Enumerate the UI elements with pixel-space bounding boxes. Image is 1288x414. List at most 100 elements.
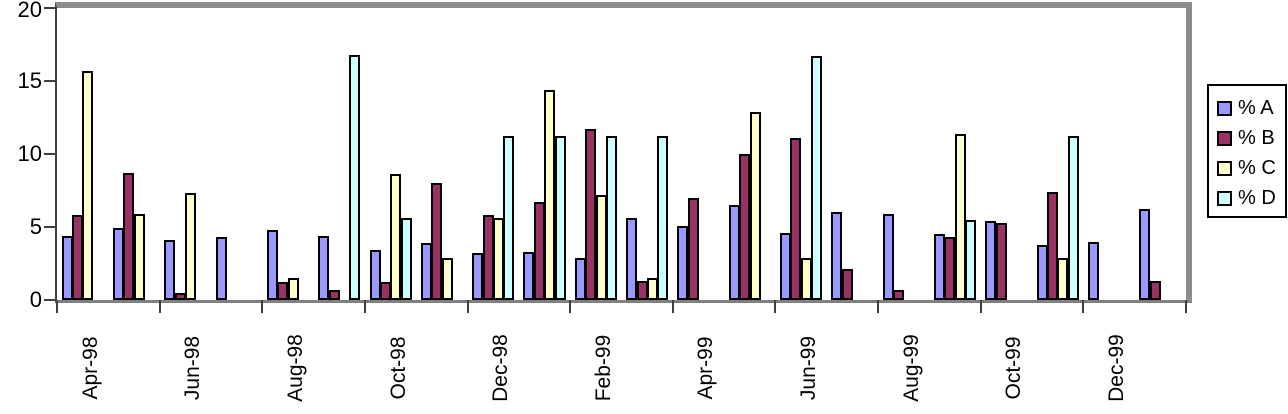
bar-series-1-cat-6: [318, 235, 330, 300]
bar-series-4-cat-6: [349, 54, 361, 300]
bar-series-1-cat-21: [1087, 241, 1099, 300]
bar-series-1-cat-5: [266, 229, 278, 300]
y-axis-tick-label: 20: [17, 0, 42, 22]
bar-series-2-cat-6: [328, 289, 340, 300]
bar-series-1-cat-16: [831, 212, 843, 300]
x-axis-tick-label: Apr-98: [78, 336, 102, 400]
bar-series-2-cat-15: [790, 137, 802, 300]
x-axis-tick-mark: [56, 300, 58, 313]
bar-series-4-cat-10: [554, 136, 566, 300]
legend-swatch-icon: [1217, 160, 1232, 176]
bar-series-1-cat-3: [164, 240, 176, 300]
x-axis-tick-label: Dec-98: [489, 334, 513, 402]
y-axis-tick-mark: [44, 226, 57, 228]
y-axis-tick-mark: [44, 80, 57, 82]
legend-item: % B: [1217, 123, 1285, 153]
bar-series-3-cat-11: [595, 194, 607, 300]
x-axis-tick-label: Feb-99: [591, 334, 615, 402]
x-axis-tick-mark: [363, 300, 366, 313]
y-axis-tick-label: 0: [29, 287, 42, 312]
bar-series-2-cat-22: [1149, 281, 1161, 300]
bar-series-3-cat-20: [1057, 257, 1069, 300]
bar-series-2-cat-7: [379, 282, 391, 300]
bar-series-3-cat-12: [646, 278, 658, 300]
x-axis-tick-mark: [877, 300, 880, 313]
bar-series-2-cat-17: [893, 289, 905, 300]
bar-series-4-cat-12: [657, 136, 669, 300]
bar-series-2-cat-8: [431, 183, 443, 300]
bar-series-2-cat-18: [944, 237, 956, 300]
bar-series-2-cat-19: [995, 222, 1007, 300]
bar-series-2-cat-20: [1047, 191, 1059, 300]
y-axis-tick-mark: [44, 299, 57, 301]
bar-series-1-cat-15: [780, 232, 792, 300]
x-axis-tick-mark: [158, 300, 161, 313]
legend-label: % A: [1238, 96, 1274, 119]
bar-series-4-cat-20: [1067, 136, 1079, 300]
bar-series-1-cat-9: [472, 253, 484, 300]
x-axis-tick-label: Oct-98: [386, 336, 410, 400]
legend-swatch-icon: [1217, 190, 1232, 206]
x-axis-tick-mark: [466, 300, 469, 313]
bar-series-2-cat-5: [277, 282, 289, 300]
bar-series-1-cat-8: [420, 243, 432, 300]
bar-series-3-cat-15: [800, 257, 812, 300]
x-axis-tick-label: Oct-99: [1002, 336, 1026, 400]
bar-series-2-cat-1: [72, 215, 83, 300]
x-axis-tick-mark: [1185, 300, 1187, 313]
y-axis-tick-label: 15: [17, 68, 42, 93]
bar-series-1-cat-11: [574, 257, 586, 300]
bar-series-1-cat-13: [677, 225, 689, 300]
legend-item: % D: [1217, 183, 1285, 213]
x-axis-tick-mark: [774, 300, 777, 313]
bar-series-4-cat-18: [965, 219, 977, 300]
bar-series-3-cat-18: [954, 133, 966, 300]
bar-series-3-cat-3: [185, 193, 197, 300]
y-axis-tick-mark: [44, 153, 57, 155]
y-axis-tick-mark: [44, 7, 57, 9]
x-axis-tick-mark: [569, 300, 572, 313]
legend-swatch-icon: [1217, 130, 1232, 146]
legend-item: % C: [1217, 153, 1285, 183]
bar-series-4-cat-9: [503, 136, 515, 300]
legend-swatch-icon: [1217, 100, 1232, 116]
bar-series-4-cat-11: [605, 136, 617, 300]
bar-series-3-cat-10: [544, 89, 556, 300]
bar-series-3-cat-14: [749, 111, 761, 300]
bar-series-2-cat-9: [482, 215, 494, 300]
x-axis-tick-label: Aug-99: [899, 334, 923, 402]
legend: % A % B % C % D: [1207, 84, 1287, 218]
x-axis-tick-mark: [261, 300, 264, 313]
bar-series-1-cat-1: [61, 235, 73, 300]
x-axis-tick-label: Apr-99: [694, 336, 718, 400]
bar-series-1-cat-2: [112, 228, 124, 300]
bar-series-1-cat-17: [882, 213, 894, 300]
bar-series-1-cat-22: [1139, 209, 1151, 300]
bar-series-2-cat-10: [533, 202, 545, 300]
bar-series-1-cat-20: [1036, 244, 1048, 300]
x-axis-tick-label: Aug-98: [283, 334, 307, 402]
x-axis-tick-label: Dec-99: [1105, 334, 1129, 402]
bar-series-2-cat-3: [174, 292, 186, 300]
bar-series-3-cat-1: [82, 70, 94, 300]
x-axis-tick-mark: [1082, 300, 1085, 313]
bar-series-3-cat-7: [390, 174, 402, 300]
bar-series-1-cat-10: [523, 251, 535, 300]
bar-series-2-cat-16: [841, 269, 853, 300]
legend-item: % A: [1217, 93, 1285, 123]
bar-series-1-cat-7: [369, 250, 381, 300]
y-axis-tick-label: 5: [29, 214, 42, 239]
legend-label: % D: [1238, 186, 1276, 209]
x-axis-tick-label: Jun-99: [797, 335, 821, 401]
bar-series-3-cat-8: [441, 257, 453, 300]
bar-series-4-cat-15: [811, 56, 823, 300]
legend-label: % B: [1238, 126, 1275, 149]
bar-series-3-cat-2: [133, 213, 145, 300]
plot-area: [55, 2, 1192, 303]
y-axis-tick-label: 10: [17, 141, 42, 166]
bar-series-1-cat-14: [728, 205, 740, 300]
bar-series-2-cat-11: [585, 129, 597, 300]
bar-series-4-cat-7: [400, 218, 412, 300]
bar-series-2-cat-2: [123, 172, 135, 300]
